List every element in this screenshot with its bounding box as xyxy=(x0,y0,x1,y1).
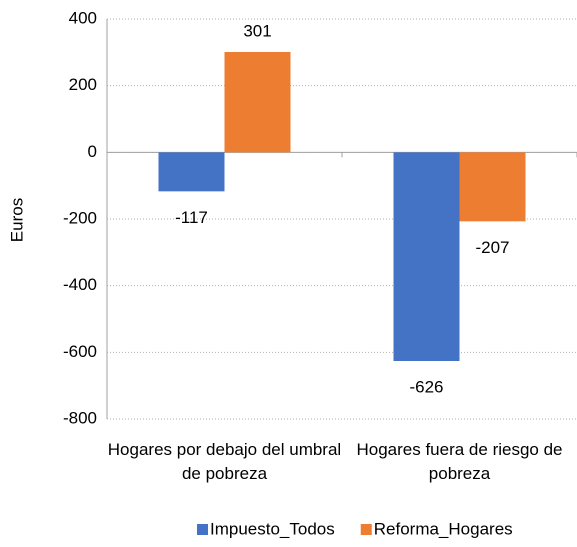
legend-swatch xyxy=(360,524,372,535)
data-label: -117 xyxy=(175,208,208,227)
legend-label: Reforma_Hogares xyxy=(374,519,513,538)
y-tick-label: 400 xyxy=(69,8,97,27)
x-tick-label: Hogares fuera de riesgo de pobreza xyxy=(356,440,563,483)
data-label: 301 xyxy=(243,21,271,40)
bar xyxy=(393,152,460,361)
y-tick-label: 0 xyxy=(88,142,97,161)
bar xyxy=(224,52,291,153)
bar xyxy=(459,152,526,222)
legend-label: Impuesto_Todos xyxy=(210,519,335,538)
y-tick-label: -200 xyxy=(63,208,97,227)
y-axis-label: Euros xyxy=(7,198,26,242)
y-tick-label: -400 xyxy=(63,275,97,294)
y-tick-label: -800 xyxy=(63,408,97,427)
y-tick-label: 200 xyxy=(69,75,97,94)
y-tick-label: -600 xyxy=(63,342,97,361)
data-label: -626 xyxy=(409,377,443,396)
legend-swatch xyxy=(197,524,208,535)
x-tick-label: Hogares por debajo del umbral de pobreza xyxy=(107,440,342,483)
data-label: -207 xyxy=(475,238,509,257)
bar xyxy=(158,152,225,192)
